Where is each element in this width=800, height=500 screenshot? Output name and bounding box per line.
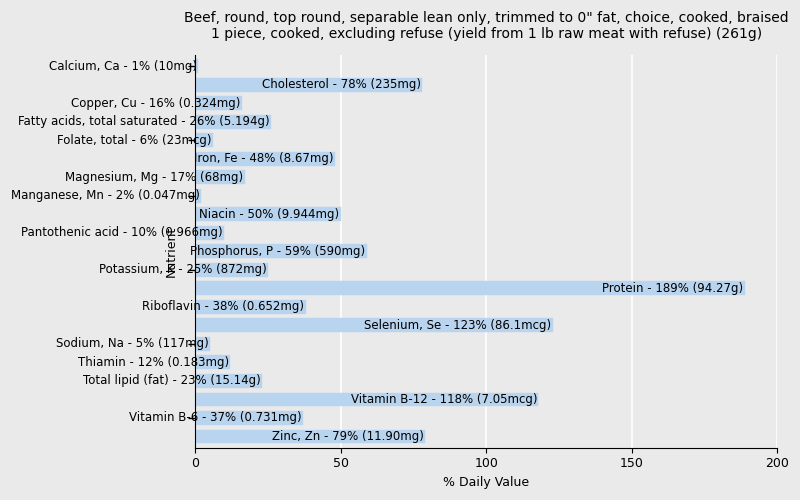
Bar — [195, 392, 538, 406]
Bar — [195, 430, 425, 444]
Y-axis label: Nutrient: Nutrient — [165, 226, 178, 277]
Bar — [195, 59, 198, 73]
Text: Copper, Cu - 16% (0.324mg): Copper, Cu - 16% (0.324mg) — [71, 96, 241, 110]
Text: Niacin - 50% (9.944mg): Niacin - 50% (9.944mg) — [199, 208, 339, 221]
Bar — [195, 208, 341, 221]
Title: Beef, round, top round, separable lean only, trimmed to 0" fat, choice, cooked, : Beef, round, top round, separable lean o… — [184, 11, 789, 42]
Bar — [195, 318, 553, 332]
Bar — [195, 356, 230, 370]
Text: Potassium, K - 25% (872mg): Potassium, K - 25% (872mg) — [99, 264, 266, 276]
Bar — [195, 300, 306, 314]
Text: Vitamin B-12 - 118% (7.05mcg): Vitamin B-12 - 118% (7.05mcg) — [350, 393, 537, 406]
Bar — [195, 170, 245, 184]
Text: Protein - 189% (94.27g): Protein - 189% (94.27g) — [602, 282, 743, 295]
Bar — [195, 244, 367, 258]
Text: Phosphorus, P - 59% (590mg): Phosphorus, P - 59% (590mg) — [190, 245, 366, 258]
Bar — [195, 114, 271, 128]
Text: Vitamin B-6 - 37% (0.731mg): Vitamin B-6 - 37% (0.731mg) — [129, 412, 302, 424]
Text: Magnesium, Mg - 17% (68mg): Magnesium, Mg - 17% (68mg) — [65, 170, 243, 183]
Bar — [195, 411, 303, 425]
Text: Fatty acids, total saturated - 26% (5.194g): Fatty acids, total saturated - 26% (5.19… — [18, 115, 270, 128]
Bar — [195, 189, 201, 202]
Bar — [195, 374, 262, 388]
Bar — [195, 337, 210, 351]
Text: Cholesterol - 78% (235mg): Cholesterol - 78% (235mg) — [262, 78, 421, 91]
Bar — [195, 96, 242, 110]
Text: Pantothenic acid - 10% (0.966mg): Pantothenic acid - 10% (0.966mg) — [22, 226, 223, 239]
Bar — [195, 282, 745, 296]
Text: Total lipid (fat) - 23% (15.14g): Total lipid (fat) - 23% (15.14g) — [83, 374, 261, 388]
Bar — [195, 152, 335, 166]
Text: Zinc, Zn - 79% (11.90mg): Zinc, Zn - 79% (11.90mg) — [272, 430, 424, 443]
Text: Selenium, Se - 123% (86.1mcg): Selenium, Se - 123% (86.1mcg) — [365, 319, 551, 332]
Text: Thiamin - 12% (0.183mg): Thiamin - 12% (0.183mg) — [78, 356, 229, 369]
Bar — [195, 263, 268, 277]
Text: Folate, total - 6% (23mcg): Folate, total - 6% (23mcg) — [57, 134, 211, 146]
Text: Manganese, Mn - 2% (0.047mg): Manganese, Mn - 2% (0.047mg) — [11, 189, 200, 202]
Bar — [195, 226, 225, 239]
Text: Calcium, Ca - 1% (10mg): Calcium, Ca - 1% (10mg) — [49, 60, 197, 72]
Text: Sodium, Na - 5% (117mg): Sodium, Na - 5% (117mg) — [56, 338, 209, 350]
Bar — [195, 133, 213, 147]
X-axis label: % Daily Value: % Daily Value — [443, 476, 530, 489]
Bar — [195, 78, 422, 92]
Text: Riboflavin - 38% (0.652mg): Riboflavin - 38% (0.652mg) — [142, 300, 304, 314]
Text: Iron, Fe - 48% (8.67mg): Iron, Fe - 48% (8.67mg) — [194, 152, 334, 165]
